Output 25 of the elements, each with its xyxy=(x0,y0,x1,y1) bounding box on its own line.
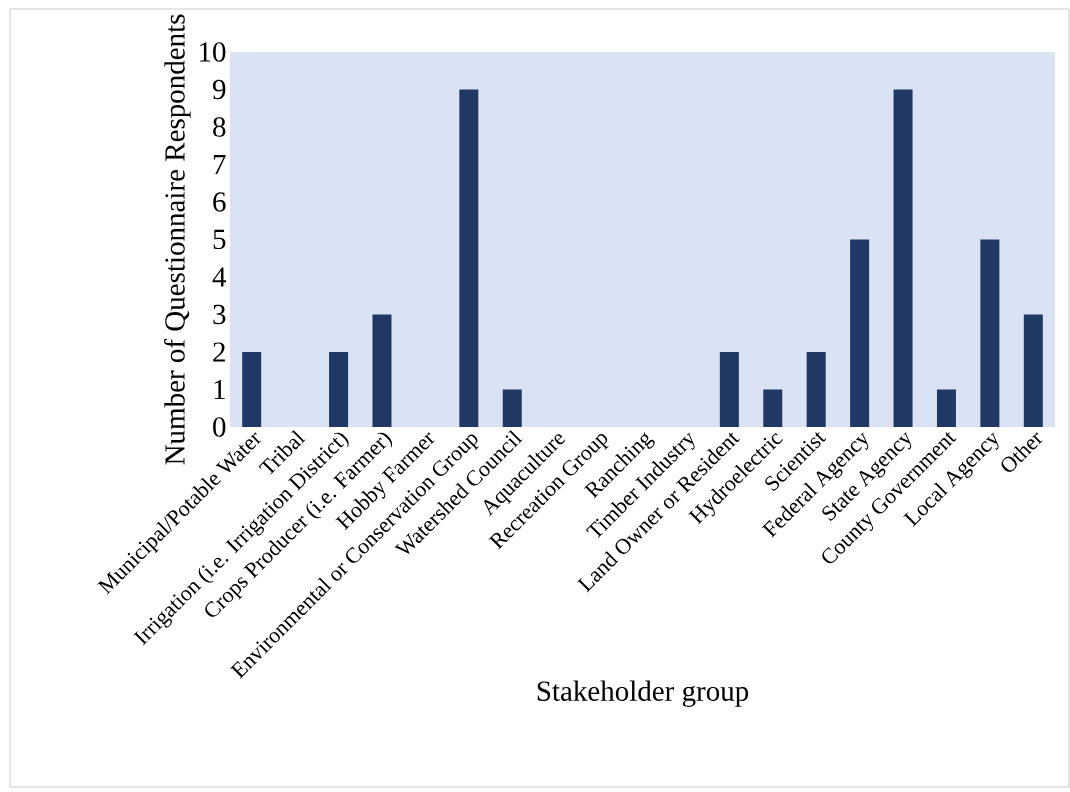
bar xyxy=(850,239,870,427)
bar xyxy=(893,89,913,427)
y-tick-label: 3 xyxy=(213,304,226,325)
y-tick-label: 1 xyxy=(214,379,225,400)
bar xyxy=(1023,314,1043,427)
y-tick-label: 7 xyxy=(213,155,226,174)
bar xyxy=(242,351,262,427)
bar xyxy=(372,314,392,427)
bar xyxy=(763,389,783,427)
y-tick-label: 9 xyxy=(212,79,226,100)
x-axis-title: Stakeholder group xyxy=(537,680,749,707)
y-tick-label: 10 xyxy=(200,42,226,62)
bar xyxy=(719,351,739,427)
y-tick-label: 6 xyxy=(213,192,226,212)
y-tick-label: 4 xyxy=(212,267,227,287)
bar xyxy=(502,389,522,427)
y-axis-title: Number of Questionnaire Respondents xyxy=(164,14,191,465)
bar xyxy=(806,351,826,427)
y-tick-label: 8 xyxy=(213,117,226,137)
y-tick-label: 2 xyxy=(213,342,225,362)
bar xyxy=(936,389,956,427)
bar xyxy=(459,89,479,427)
bar xyxy=(329,351,349,427)
bar xyxy=(980,239,1000,427)
y-tick-label: 5 xyxy=(213,229,226,250)
